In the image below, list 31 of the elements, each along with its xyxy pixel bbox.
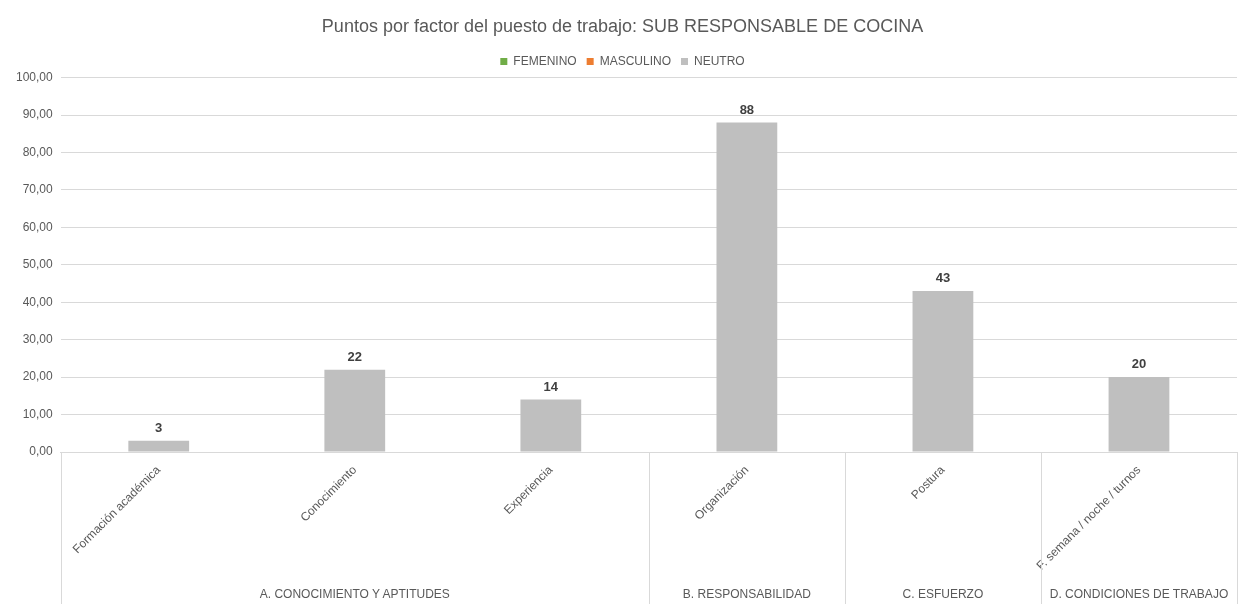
data-label: 88 [739, 101, 755, 117]
text: A. CONOCIMIENTO Y APTITUDES [259, 587, 450, 602]
y-tick-label: 40,00 [22, 294, 54, 309]
y-tick-label: 30,00 [22, 331, 54, 346]
y-tick-label: 90,00 [22, 107, 54, 122]
y-tick-label: 50,00 [22, 257, 54, 272]
y-tick-label: 10,00 [22, 406, 54, 421]
bar [1108, 377, 1170, 452]
data-label: 43 [935, 270, 951, 286]
chart-title: Puntos por factor del puesto de trabajo: SUB RESPONSABLE DE COCINA [321, 15, 924, 36]
y-tick-label: 80,00 [22, 144, 54, 159]
legend-label: MASCULINO [599, 53, 672, 68]
data-label: 3 [155, 419, 163, 435]
y-tick-label: 100,00 [16, 69, 54, 84]
text: C. ESFUERZO [902, 587, 984, 602]
y-tick-label: 70,00 [22, 182, 54, 197]
data-label: 22 [347, 348, 363, 364]
y-tick-label: 20,00 [22, 369, 54, 384]
bar [716, 122, 778, 452]
y-tick-label: 0,00 [29, 444, 54, 459]
text: B. RESPONSABILIDAD [682, 587, 812, 602]
legend-label: FEMENINO [513, 53, 577, 68]
text: D. CONDICIONES DE TRABAJO [1049, 587, 1229, 602]
data-label: 20 [1131, 356, 1147, 372]
bar [324, 369, 386, 452]
bar [520, 399, 582, 452]
data-label: 14 [543, 378, 559, 394]
y-tick-label: 60,00 [22, 219, 54, 234]
bar [128, 440, 190, 452]
bar [912, 291, 974, 452]
legend-label: NEUTRO [694, 53, 745, 68]
